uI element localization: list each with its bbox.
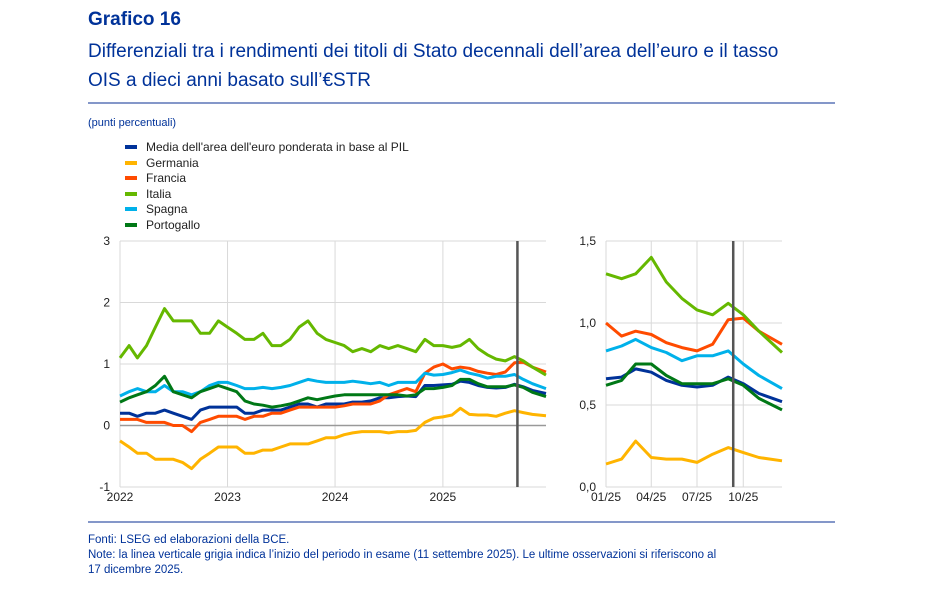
legend-item: Portogallo	[125, 218, 200, 232]
y-tick-label: 3	[103, 234, 110, 248]
series-line-germania	[119, 406, 547, 471]
chart-title-line2: OIS a dieci anni basato sull’€STR	[88, 70, 372, 91]
series-line-portogallo	[605, 362, 783, 412]
legend-swatch	[125, 191, 137, 196]
header-divider	[88, 102, 835, 104]
legend-item: Spagna	[125, 202, 187, 216]
legend-swatch	[125, 145, 137, 149]
legend-item: Francia	[125, 171, 186, 185]
series-line-spagna	[605, 337, 783, 390]
note-line2: 17 dicembre 2025.	[88, 564, 184, 576]
x-tick-label: 10/25	[728, 490, 758, 504]
series-line-germania	[605, 439, 783, 466]
y-tick-label: 1,5	[579, 234, 596, 248]
x-tick-label: 2025	[430, 490, 457, 504]
series-line-spagna	[119, 368, 547, 398]
x-tick-label: 04/25	[636, 490, 666, 504]
legend-swatch	[125, 222, 137, 227]
y-tick-label: 1	[103, 357, 110, 371]
series-line-italia	[118, 307, 547, 377]
legend-label: Germania	[146, 155, 199, 170]
x-tick-label: 2023	[214, 490, 241, 504]
chart-number: Grafico 16	[88, 9, 181, 30]
footer-divider	[88, 521, 835, 523]
legend-item: Italia	[125, 187, 171, 201]
y-tick-label: -1	[99, 480, 110, 494]
y-tick-label: 1,0	[579, 316, 596, 330]
legend-label: Italia	[146, 186, 172, 201]
legend-label: Spagna	[146, 202, 188, 216]
series-line-francia	[120, 360, 547, 434]
legend-label: Portogallo	[146, 217, 201, 232]
series-line-italia	[605, 255, 784, 354]
unit-label: (punti percentuali)	[88, 117, 177, 129]
legend-swatch	[125, 176, 137, 180]
legend-swatch	[125, 160, 137, 165]
series-line-portogallo	[119, 374, 547, 409]
x-tick-label: 2024	[322, 490, 349, 504]
chart-title-line1: Differenziali tra i rendimenti dei titol…	[88, 41, 779, 62]
x-tick-label: 01/25	[591, 490, 621, 504]
x-tick-label: 2022	[107, 490, 134, 504]
series-line-media-dell-area-dell-euro-ponderata-in-base-al-pil	[605, 367, 783, 404]
legend-item: Media dell'area dell'euro ponderata in b…	[125, 140, 409, 154]
note-line1: Note: la linea verticale grigia indica l…	[88, 549, 717, 561]
x-tick-label: 07/25	[682, 490, 712, 504]
sources: Fonti: LSEG ed elaborazioni della BCE.	[88, 534, 290, 546]
series-line-media-dell-area-dell-euro-ponderata-in-base-al-pil	[120, 379, 547, 421]
y-tick-label: 0,0	[579, 480, 596, 494]
y-tick-label: 2	[103, 296, 110, 310]
legend-swatch	[125, 207, 137, 211]
legend-item: Germania	[125, 156, 199, 170]
y-tick-label: 0	[103, 419, 110, 433]
y-tick-label: 0,5	[579, 398, 596, 412]
series-line-francia	[605, 316, 783, 353]
legend-label: Francia	[146, 171, 187, 185]
chart-2: 1,5 1,0 0,5 0,001/25 04/25 07/25 10/25	[579, 234, 784, 504]
legend-label: Media dell'area dell'euro ponderata in b…	[146, 140, 409, 154]
